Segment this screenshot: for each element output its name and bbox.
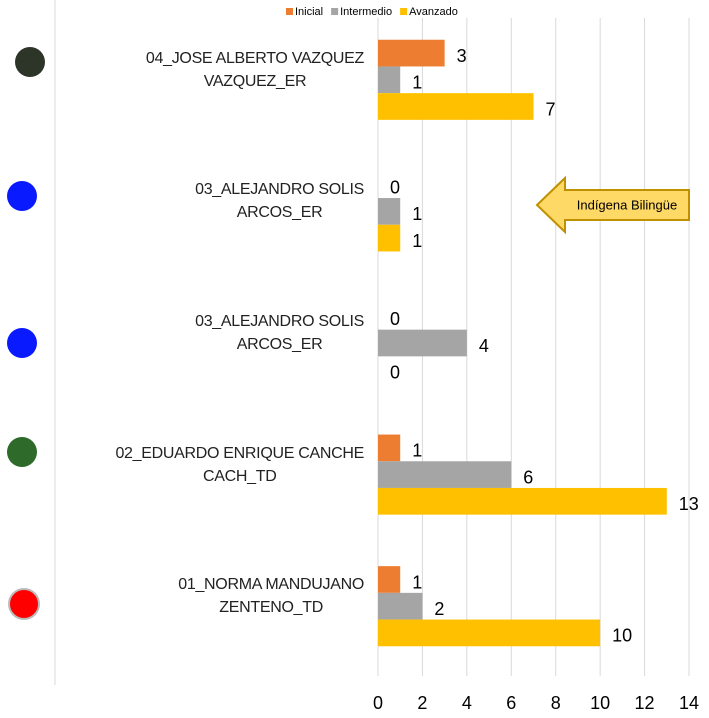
bar xyxy=(378,487,667,515)
value-label: 2 xyxy=(434,599,444,619)
x-tick-label: 2 xyxy=(417,693,427,713)
marker-dot xyxy=(7,181,37,211)
bar xyxy=(378,224,401,252)
bar xyxy=(378,93,534,120)
bar xyxy=(378,434,401,462)
category-label: 02_EDUARDO ENRIQUE CANCHE CACH_TD xyxy=(115,444,364,485)
x-tick-label: 12 xyxy=(635,693,655,713)
bar xyxy=(378,198,401,225)
category-label: 01_NORMA MANDUJANO ZENTENO_TD xyxy=(178,576,364,617)
category-label: 04_JOSE ALBERTO VAZQUEZ VAZQUEZ_ER xyxy=(145,49,364,90)
value-label: 6 xyxy=(523,467,533,487)
value-label: 7 xyxy=(546,99,556,119)
value-label: 13 xyxy=(679,494,699,514)
legend: Inicial Intermedio Avanzado xyxy=(286,6,458,18)
legend-label: Inicial xyxy=(295,6,323,18)
x-tick-label: 0 xyxy=(373,693,383,713)
marker-dot xyxy=(15,47,45,77)
value-label: 1 xyxy=(412,441,422,461)
bar xyxy=(378,592,423,620)
value-label: 0 xyxy=(390,177,400,197)
bar xyxy=(378,39,445,67)
legend-label: Intermedio xyxy=(340,6,392,18)
bar xyxy=(378,66,401,94)
bar xyxy=(378,566,401,593)
category-label: 03_ALEJANDRO SOLIS ARCOS_ER xyxy=(195,313,364,353)
legend-swatch xyxy=(400,8,408,15)
x-tick-label: 8 xyxy=(551,693,561,713)
marker-dot xyxy=(7,328,37,358)
value-label: 10 xyxy=(612,626,632,646)
bar xyxy=(378,461,512,488)
value-label: 1 xyxy=(412,204,422,224)
value-label: 3 xyxy=(457,46,467,66)
legend-label: Avanzado xyxy=(409,6,458,18)
bar xyxy=(378,619,601,647)
marker-dot xyxy=(8,588,40,620)
marker-dot xyxy=(7,437,37,467)
x-tick-label: 6 xyxy=(506,693,516,713)
value-label: 1 xyxy=(412,572,422,592)
annotation: Indígena Bilingüe xyxy=(577,197,677,212)
category-label: 03_ALEJANDRO SOLIS ARCOS_ER xyxy=(195,181,364,222)
value-label: 0 xyxy=(390,362,400,382)
value-label: 1 xyxy=(412,231,422,251)
x-tick-label: 4 xyxy=(462,693,472,713)
bar xyxy=(378,329,467,357)
x-tick-label: 10 xyxy=(590,693,610,713)
x-tick-label: 14 xyxy=(679,693,699,713)
legend-swatch xyxy=(286,8,293,15)
value-label: 4 xyxy=(479,336,489,356)
annotation-arrow xyxy=(535,175,690,235)
legend-swatch xyxy=(331,8,339,15)
value-label: 1 xyxy=(412,73,422,93)
value-label: 0 xyxy=(390,309,400,329)
bars xyxy=(378,39,667,647)
